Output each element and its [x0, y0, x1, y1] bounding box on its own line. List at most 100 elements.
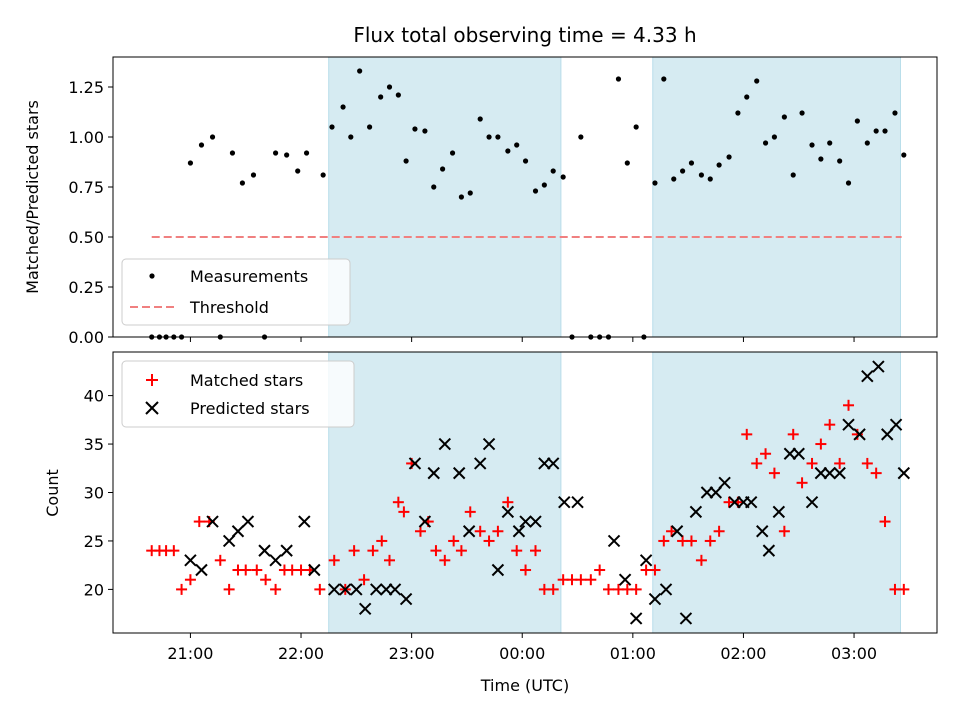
predicted-star-point — [571, 495, 584, 509]
predicted-star-point — [350, 583, 363, 596]
predicted-star-point — [328, 583, 341, 596]
predicted-star-point — [689, 505, 703, 519]
x-tick-label: 01:00 — [610, 644, 656, 663]
predicted-star-point — [438, 437, 452, 451]
legend-matched-marker — [146, 374, 158, 386]
matched-star-point — [520, 564, 532, 576]
matched-star-point — [176, 583, 188, 595]
predicted-star-point — [772, 505, 786, 519]
predicted-star-point — [881, 428, 894, 441]
measurement-point — [532, 188, 539, 194]
predicted-star-point — [538, 457, 551, 470]
predicted-star-point — [805, 495, 819, 509]
measurement-point — [295, 168, 301, 174]
predicted-star-point — [607, 534, 621, 548]
predicted-star-point — [529, 515, 542, 528]
matched-star-point — [649, 564, 661, 576]
bottom-y-tick-label: 30 — [84, 484, 104, 503]
top-legend-box — [121, 258, 351, 326]
bottom-y-axis-label: Count — [43, 469, 62, 517]
matched-star-point — [483, 535, 495, 547]
x-tick-label: 02:00 — [720, 644, 766, 663]
predicted-star-point — [728, 495, 741, 509]
measurement-point — [514, 142, 520, 148]
measurement-point — [522, 158, 529, 164]
measurement-point — [486, 134, 492, 140]
measurement-point — [578, 134, 584, 140]
matched-star-point — [851, 428, 863, 440]
predicted-star-point — [670, 525, 684, 538]
bottom-shaded-interval-1 — [652, 351, 902, 634]
measurement-point — [422, 128, 428, 134]
measurement-point — [239, 180, 246, 186]
matched-star-point — [787, 428, 799, 440]
matched-star-point — [367, 545, 379, 557]
matched-star-point — [193, 516, 205, 528]
measurement-point — [403, 158, 409, 164]
predicted-star-point — [408, 457, 422, 470]
legend-predicted-marker — [145, 401, 159, 415]
measurement-point — [357, 68, 363, 74]
matched-star-point — [741, 428, 753, 440]
measurement-point — [845, 180, 852, 186]
matched-star-point — [704, 535, 716, 547]
measurement-point — [652, 180, 658, 186]
measurement-point — [560, 174, 566, 180]
predicted-star-point — [482, 437, 496, 451]
x-tick-label: 23:00 — [389, 644, 435, 663]
legend-measurement-marker — [149, 273, 155, 279]
measurement-point — [187, 160, 194, 166]
bottom-shaded-interval-0 — [328, 351, 562, 634]
matched-star-point — [630, 583, 642, 595]
predicted-star-point — [718, 476, 731, 490]
matched-star-point — [861, 457, 873, 469]
measurement-point — [726, 154, 732, 160]
predicted-star-point — [519, 515, 532, 528]
matched-star-point — [815, 438, 827, 450]
measurement-point — [799, 110, 805, 116]
measurement-point — [550, 168, 556, 174]
matched-star-point — [502, 496, 514, 508]
legend-label-matched: Matched stars — [190, 371, 303, 390]
measurement-point — [735, 110, 741, 116]
measurement-point — [762, 140, 769, 146]
matched-star-point — [658, 535, 670, 547]
predicted-star-point — [269, 554, 282, 567]
measurement-point — [250, 172, 257, 178]
measurement-point — [901, 152, 907, 158]
predicted-star-point — [195, 563, 208, 577]
x-axis-label: Time (UTC) — [480, 676, 569, 695]
bottom-legend-box — [121, 360, 355, 428]
matched-star-point — [843, 399, 855, 411]
legend-label-predicted: Predicted stars — [190, 399, 310, 418]
predicted-star-point — [792, 447, 805, 460]
matched-star-point — [834, 457, 846, 469]
x-tick-label: 03:00 — [831, 644, 877, 663]
predicted-star-point — [889, 418, 903, 431]
measurement-point — [541, 182, 547, 188]
measurement-point — [882, 128, 888, 134]
predicted-star-point — [298, 515, 311, 528]
measurement-point — [688, 160, 695, 166]
measurement-point — [854, 118, 860, 124]
predicted-star-point — [308, 563, 321, 577]
measurement-point — [395, 92, 401, 98]
matched-star-point — [439, 554, 451, 566]
matched-star-point — [760, 448, 772, 460]
measurement-point — [495, 134, 501, 140]
measurement-point — [661, 76, 667, 82]
matched-star-point — [358, 574, 370, 586]
predicted-star-point — [762, 544, 776, 557]
top-legend: Measurements Threshold — [121, 258, 351, 326]
predicted-star-point — [473, 457, 487, 470]
matched-star-point — [796, 477, 808, 489]
measurement-point — [440, 166, 446, 172]
measurement-point — [329, 124, 335, 130]
predicted-star-point — [184, 554, 197, 567]
measurement-point — [698, 172, 705, 178]
measurement-point — [449, 150, 456, 156]
measurement-point — [633, 124, 639, 130]
predicted-star-point — [546, 457, 560, 470]
measurement-point — [744, 94, 750, 100]
matched-star-point — [348, 545, 360, 557]
